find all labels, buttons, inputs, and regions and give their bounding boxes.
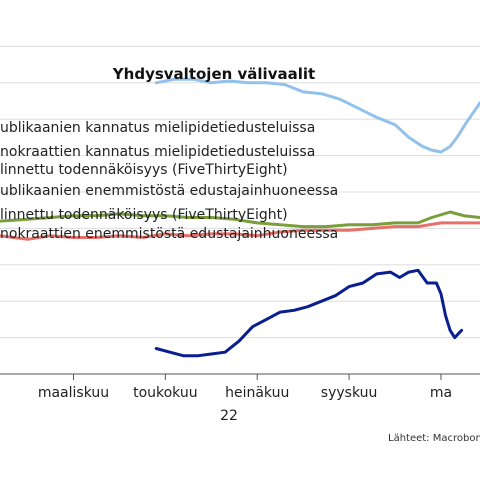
- legend-entry-6: nokraattien enemmistöstä edustajainhuone…: [0, 226, 338, 242]
- series-line-4: [154, 268, 464, 358]
- series-line-3: [0, 221, 480, 241]
- x-tick-label-3: syyskuu: [321, 385, 378, 401]
- legend-entry-5: linnettu todennäköisyys (FiveThirtyEight…: [0, 207, 288, 223]
- x-tick-label-2: heinäkuu: [225, 385, 289, 401]
- legend-entry-1: ublikaanien kannatus mielipidetiedustelu…: [0, 120, 315, 136]
- x-tick-label-1: toukokuu: [133, 385, 198, 401]
- series-line-1: [154, 77, 480, 154]
- legend-entry-4: ublikaanien enemmistöstä edustajainhuone…: [0, 183, 338, 199]
- series-lines: [0, 77, 480, 358]
- x-axis-ticks: maaliskuu toukokuu heinäkuu syyskuu ma: [38, 374, 452, 401]
- legend-entry-2: nokraattien kannatus mielipidetiedustelu…: [0, 144, 315, 160]
- x-tick-label-4: ma: [430, 385, 452, 401]
- x-tick-label-0: maaliskuu: [38, 385, 109, 401]
- source-note: Lähteet: Macrobon: [388, 433, 480, 444]
- series-line-2: [0, 210, 480, 229]
- legend-entry-3: linnettu todennäköisyys (FiveThirtyEight…: [0, 162, 288, 178]
- x-axis-year-label: 22: [220, 408, 238, 424]
- chart-title: Yhdysvaltojen välivaalit: [112, 65, 315, 83]
- legend: ublikaanien kannatus mielipidetiedustelu…: [0, 120, 338, 242]
- gridlines: [0, 45, 480, 339]
